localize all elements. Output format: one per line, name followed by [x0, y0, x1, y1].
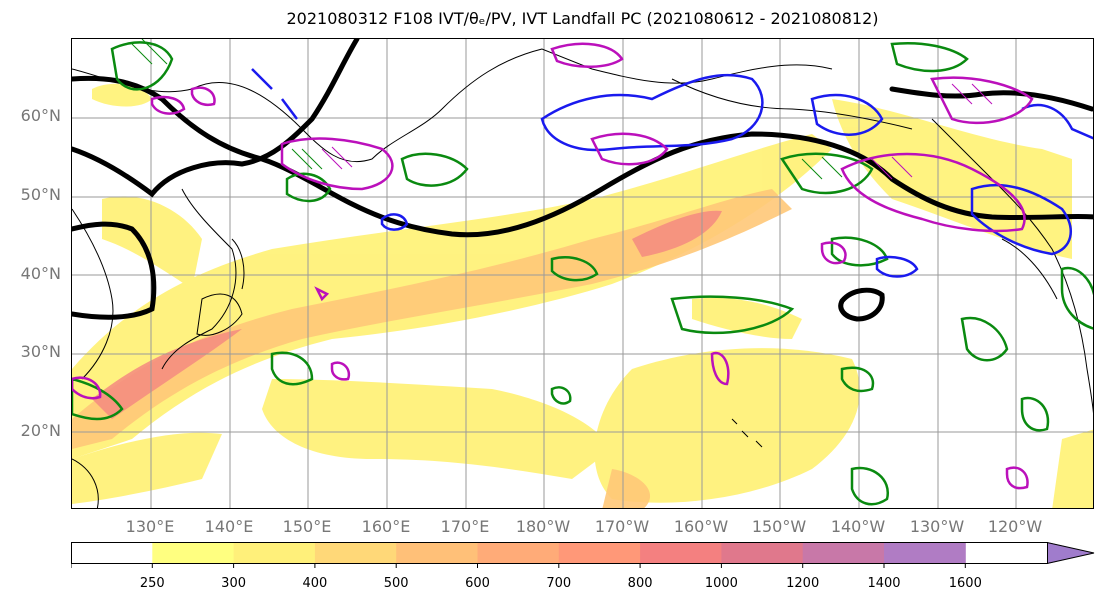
- colorbar-label: 300: [221, 576, 246, 591]
- lon-label-170w: 170°W: [594, 517, 650, 536]
- colorbar-label: 400: [302, 576, 328, 591]
- colorbar-cell: [152, 542, 235, 564]
- lon-label-140w: 140°W: [830, 517, 886, 536]
- colorbar-label: 500: [383, 576, 409, 591]
- coastlines: [72, 48, 1093, 508]
- colorbar-arrow-border: [1046, 542, 1095, 564]
- colorbar-label: 1400: [867, 576, 901, 591]
- lon-label-130w: 130°W: [909, 517, 965, 536]
- colorbar-label: 1200: [786, 576, 820, 591]
- lon-label-150w: 150°W: [751, 517, 807, 536]
- colorbar-label: 1600: [948, 576, 982, 591]
- colorbar-cell: [721, 542, 804, 564]
- colorbar-cell: [71, 542, 153, 564]
- lon-label-180w: 180°W: [515, 517, 571, 536]
- colorbar-cell: [396, 542, 478, 564]
- blue-contours: [251, 68, 1093, 278]
- colorbar-cell: [314, 542, 397, 564]
- colorbar-ticks: [71, 564, 966, 568]
- green-contours: [72, 41, 1093, 506]
- map-canvas: [72, 39, 1093, 508]
- lon-label-160e: 160°E: [361, 517, 411, 536]
- pv-contours: [72, 39, 1093, 322]
- colorbar-cell: [884, 542, 966, 564]
- hatch-marks-magenta: [321, 83, 993, 180]
- lon-label-170e: 170°E: [440, 517, 490, 536]
- hatch-marks: [131, 39, 843, 180]
- colorbar: [71, 542, 1095, 568]
- lon-label-140e: 140°E: [204, 517, 254, 536]
- colorbar-cell: [640, 542, 722, 564]
- colorbar-cell: [477, 542, 560, 564]
- lon-label-150e: 150°E: [282, 517, 332, 536]
- lon-label-130e: 130°E: [125, 517, 175, 536]
- lat-label-50n: 50°N: [20, 185, 61, 204]
- magenta-contours: [72, 42, 1034, 490]
- lon-label-120w: 120°W: [987, 517, 1043, 536]
- ivt-shading-mid: [72, 189, 792, 508]
- lat-label-20n: 20°N: [20, 421, 61, 440]
- colorbar-label: 600: [465, 576, 490, 591]
- colorbar-border: [71, 542, 1048, 564]
- colorbar-label: 250: [139, 576, 165, 591]
- colorbar-label: 800: [627, 576, 653, 591]
- ivt-shading-high: [92, 210, 722, 419]
- lon-label-160w: 160°W: [673, 517, 729, 536]
- map-panel[interactable]: [71, 38, 1094, 509]
- colorbar-label: 700: [546, 576, 572, 591]
- figure-title: 2021080312 F108 IVT/θₑ/PV, IVT Landfall …: [286, 9, 879, 28]
- lat-label-40n: 40°N: [20, 264, 61, 283]
- colorbar-extend-arrow: [1047, 542, 1094, 564]
- colorbar-cells: [71, 542, 966, 564]
- colorbar-cell: [558, 542, 641, 564]
- lat-label-60n: 60°N: [20, 106, 61, 125]
- colorbar-cell: [233, 542, 316, 564]
- lat-label-30n: 30°N: [20, 342, 61, 361]
- colorbar-label: 1000: [704, 576, 738, 591]
- colorbar-cell: [802, 542, 885, 564]
